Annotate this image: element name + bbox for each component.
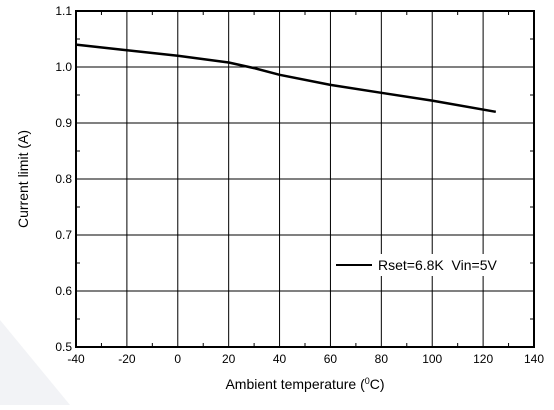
series-line — [75, 43, 497, 114]
grid — [76, 11, 534, 347]
x-tick-label: 120 — [473, 352, 493, 366]
x-tick-label: 40 — [273, 352, 287, 366]
x-tick-label: 140 — [524, 352, 544, 366]
background-watermark — [0, 320, 70, 405]
ticks: -40 -20 0 20 40 60 80 100 120 140 0.5 0.6 0.7 0.8 0.9 1… — [55, 4, 544, 366]
y-tick-label: 1.0 — [55, 60, 72, 74]
y-tick-label: 1.1 — [55, 4, 72, 18]
y-tick-label: 0.5 — [55, 340, 72, 354]
series — [75, 43, 497, 114]
x-axis-title-end: C) — [370, 376, 385, 392]
y-tick-label: 0.8 — [55, 172, 72, 186]
legend: Rset=6.8K Vin=5V — [332, 254, 530, 276]
y-axis-title: Current limit (A) — [15, 130, 31, 228]
x-axis-title: Ambient temperature (0C) — [225, 376, 384, 392]
y-tick-label: 0.9 — [55, 116, 72, 130]
x-tick-label: -40 — [67, 352, 85, 366]
x-tick-label: 80 — [375, 352, 389, 366]
x-tick-label: -20 — [118, 352, 136, 366]
x-tick-label: 0 — [174, 352, 181, 366]
x-axis-title-superscript: 0 — [365, 376, 370, 386]
x-tick-label: 20 — [222, 352, 236, 366]
x-axis-title-main: Ambient temperature ( — [225, 376, 365, 392]
x-tick-label: 100 — [422, 352, 442, 366]
y-tick-label: 0.6 — [55, 284, 72, 298]
legend-label: Rset=6.8K Vin=5V — [378, 257, 497, 273]
x-tick-label: 60 — [324, 352, 338, 366]
legend-background — [332, 254, 530, 276]
y-tick-label: 0.7 — [55, 228, 72, 242]
